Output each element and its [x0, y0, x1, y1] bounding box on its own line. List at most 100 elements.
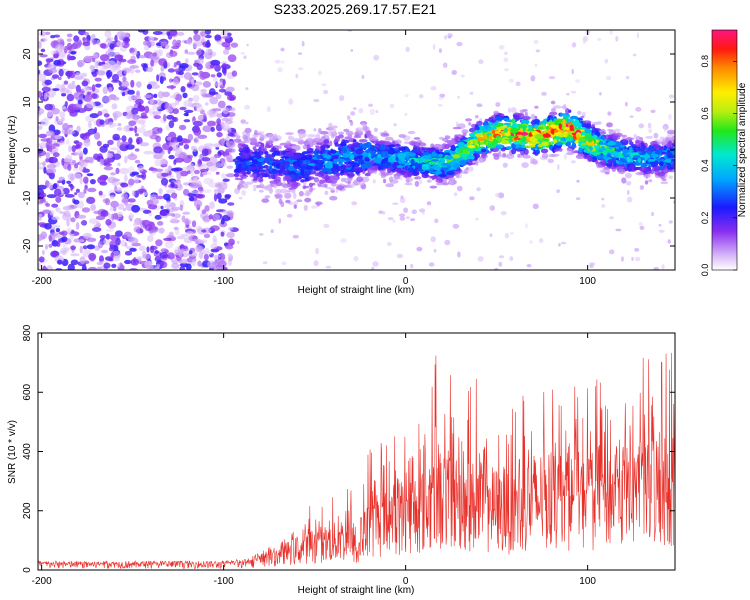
spectrogram-cell: [598, 141, 604, 145]
spectrogram-cell: [227, 202, 235, 206]
spectrogram-cell: [410, 263, 414, 269]
spectrogram-cell: [182, 245, 188, 250]
spectrogram-y-tick-label: 10: [22, 96, 33, 108]
spectrogram-cell: [148, 56, 159, 60]
spectrogram-cell: [213, 188, 219, 195]
spectrogram-cell: [66, 38, 72, 42]
spectrogram-cell: [513, 114, 520, 120]
spectrogram-cell: [191, 72, 199, 76]
spectrogram-cell: [79, 256, 86, 265]
spectrogram-cell: [148, 81, 158, 85]
spectrogram-cell: [38, 222, 47, 226]
spectrogram-cell: [444, 135, 451, 140]
spectrogram-cell: [80, 220, 87, 225]
spectrogram-cell: [575, 79, 580, 83]
spectrogram-cell: [305, 159, 309, 164]
spectrogram-cell: [566, 148, 573, 153]
spectrogram-cell: [330, 183, 338, 187]
spectrogram-cell: [329, 158, 334, 162]
spectrogram-cell: [66, 93, 75, 102]
spectrogram-cell: [434, 166, 441, 171]
spectrogram-cell: [238, 147, 243, 152]
spectrogram-cell: [225, 121, 229, 130]
spectrogram-cell: [237, 183, 245, 189]
spectrogram-cell: [50, 35, 56, 39]
spectrogram-cell: [232, 158, 240, 163]
spectrogram-cell: [62, 123, 70, 131]
spectrogram-cell: [178, 251, 183, 258]
spectrogram-cell: [400, 161, 405, 164]
spectrogram-cell: [552, 138, 558, 145]
spectrogram-cell: [172, 78, 179, 86]
spectrogram-cell: [159, 261, 168, 269]
spectrogram-cell: [215, 93, 222, 100]
snr-y-label: SNR (10 * v/v): [7, 420, 18, 484]
spectrogram-cell: [504, 68, 509, 72]
spectrogram-cell: [41, 86, 51, 93]
spectrogram-cell: [178, 75, 185, 79]
spectrogram-cell: [599, 92, 602, 96]
spectrogram-cell: [110, 252, 114, 260]
spectrogram-cell: [609, 30, 613, 35]
spectrogram-cell: [624, 101, 628, 107]
spectrogram-cell: [305, 172, 310, 178]
spectrogram-cell: [213, 153, 221, 158]
spectrogram-cell: [188, 97, 194, 102]
spectrogram-cell: [65, 130, 75, 135]
spectrogram-cell: [520, 119, 530, 125]
spectrogram-cell: [341, 147, 348, 154]
spectrogram-cell: [417, 148, 424, 154]
spectrogram-cell: [108, 86, 113, 93]
spectrogram-cell: [58, 176, 65, 181]
colorbar-frame: [711, 29, 738, 271]
spectrogram-cell: [634, 248, 640, 252]
spectrogram-cell: [435, 149, 440, 154]
spectrogram-cell: [253, 154, 261, 159]
spectrogram-cell: [451, 151, 456, 155]
spectrogram-cell: [59, 211, 63, 214]
spectrogram-cell: [320, 145, 326, 152]
spectrogram-cell: [75, 151, 81, 156]
spectrogram-cell: [217, 186, 225, 194]
spectrogram-cell: [404, 182, 413, 186]
spectrogram-cell: [307, 163, 316, 166]
spectrogram-cell: [540, 148, 549, 154]
spectrogram-cell: [77, 99, 83, 105]
spectrogram-cell: [89, 113, 99, 119]
spectrogram-cell: [360, 163, 369, 169]
spectrogram-cell: [352, 139, 357, 142]
spectrogram-cell: [639, 185, 645, 190]
spectrogram-cell: [304, 197, 312, 203]
spectrogram-cell: [193, 34, 201, 42]
spectrogram-cell: [91, 84, 96, 92]
spectrogram-cell: [393, 123, 397, 127]
spectrogram-cell: [281, 60, 285, 64]
spectrogram-cell: [398, 158, 402, 164]
spectrogram-cell: [366, 172, 371, 175]
spectrogram-cell: [592, 121, 600, 125]
spectrogram-cell: [103, 113, 110, 118]
spectrogram-cell: [122, 208, 127, 212]
spectrogram-cell: [378, 144, 387, 151]
spectrogram-cell: [170, 217, 178, 223]
spectrogram-cell: [154, 214, 162, 220]
spectrogram-cell: [212, 214, 221, 221]
spectrogram-cell: [584, 128, 592, 134]
spectrogram-cell: [72, 103, 82, 110]
spectrogram-cell: [349, 120, 354, 126]
spectrogram-cell: [199, 37, 207, 43]
spectrogram-cell: [244, 181, 253, 185]
spectrogram-cell: [44, 223, 52, 230]
spectrogram-cell: [46, 167, 57, 174]
spectrogram-cell: [347, 181, 351, 185]
snr-y-ticks: 0 200 400 600 800: [22, 324, 675, 573]
spectrogram-cell: [201, 93, 209, 98]
spectrogram-cell: [520, 132, 529, 136]
spectrogram-cell: [249, 174, 257, 178]
spectrogram-cell: [57, 38, 64, 43]
spectrogram-cell: [237, 241, 240, 244]
spectrogram-cell: [172, 108, 179, 115]
spectrogram-cell: [547, 128, 551, 134]
spectrogram-cell: [319, 130, 329, 135]
spectrogram-cell: [274, 59, 281, 64]
